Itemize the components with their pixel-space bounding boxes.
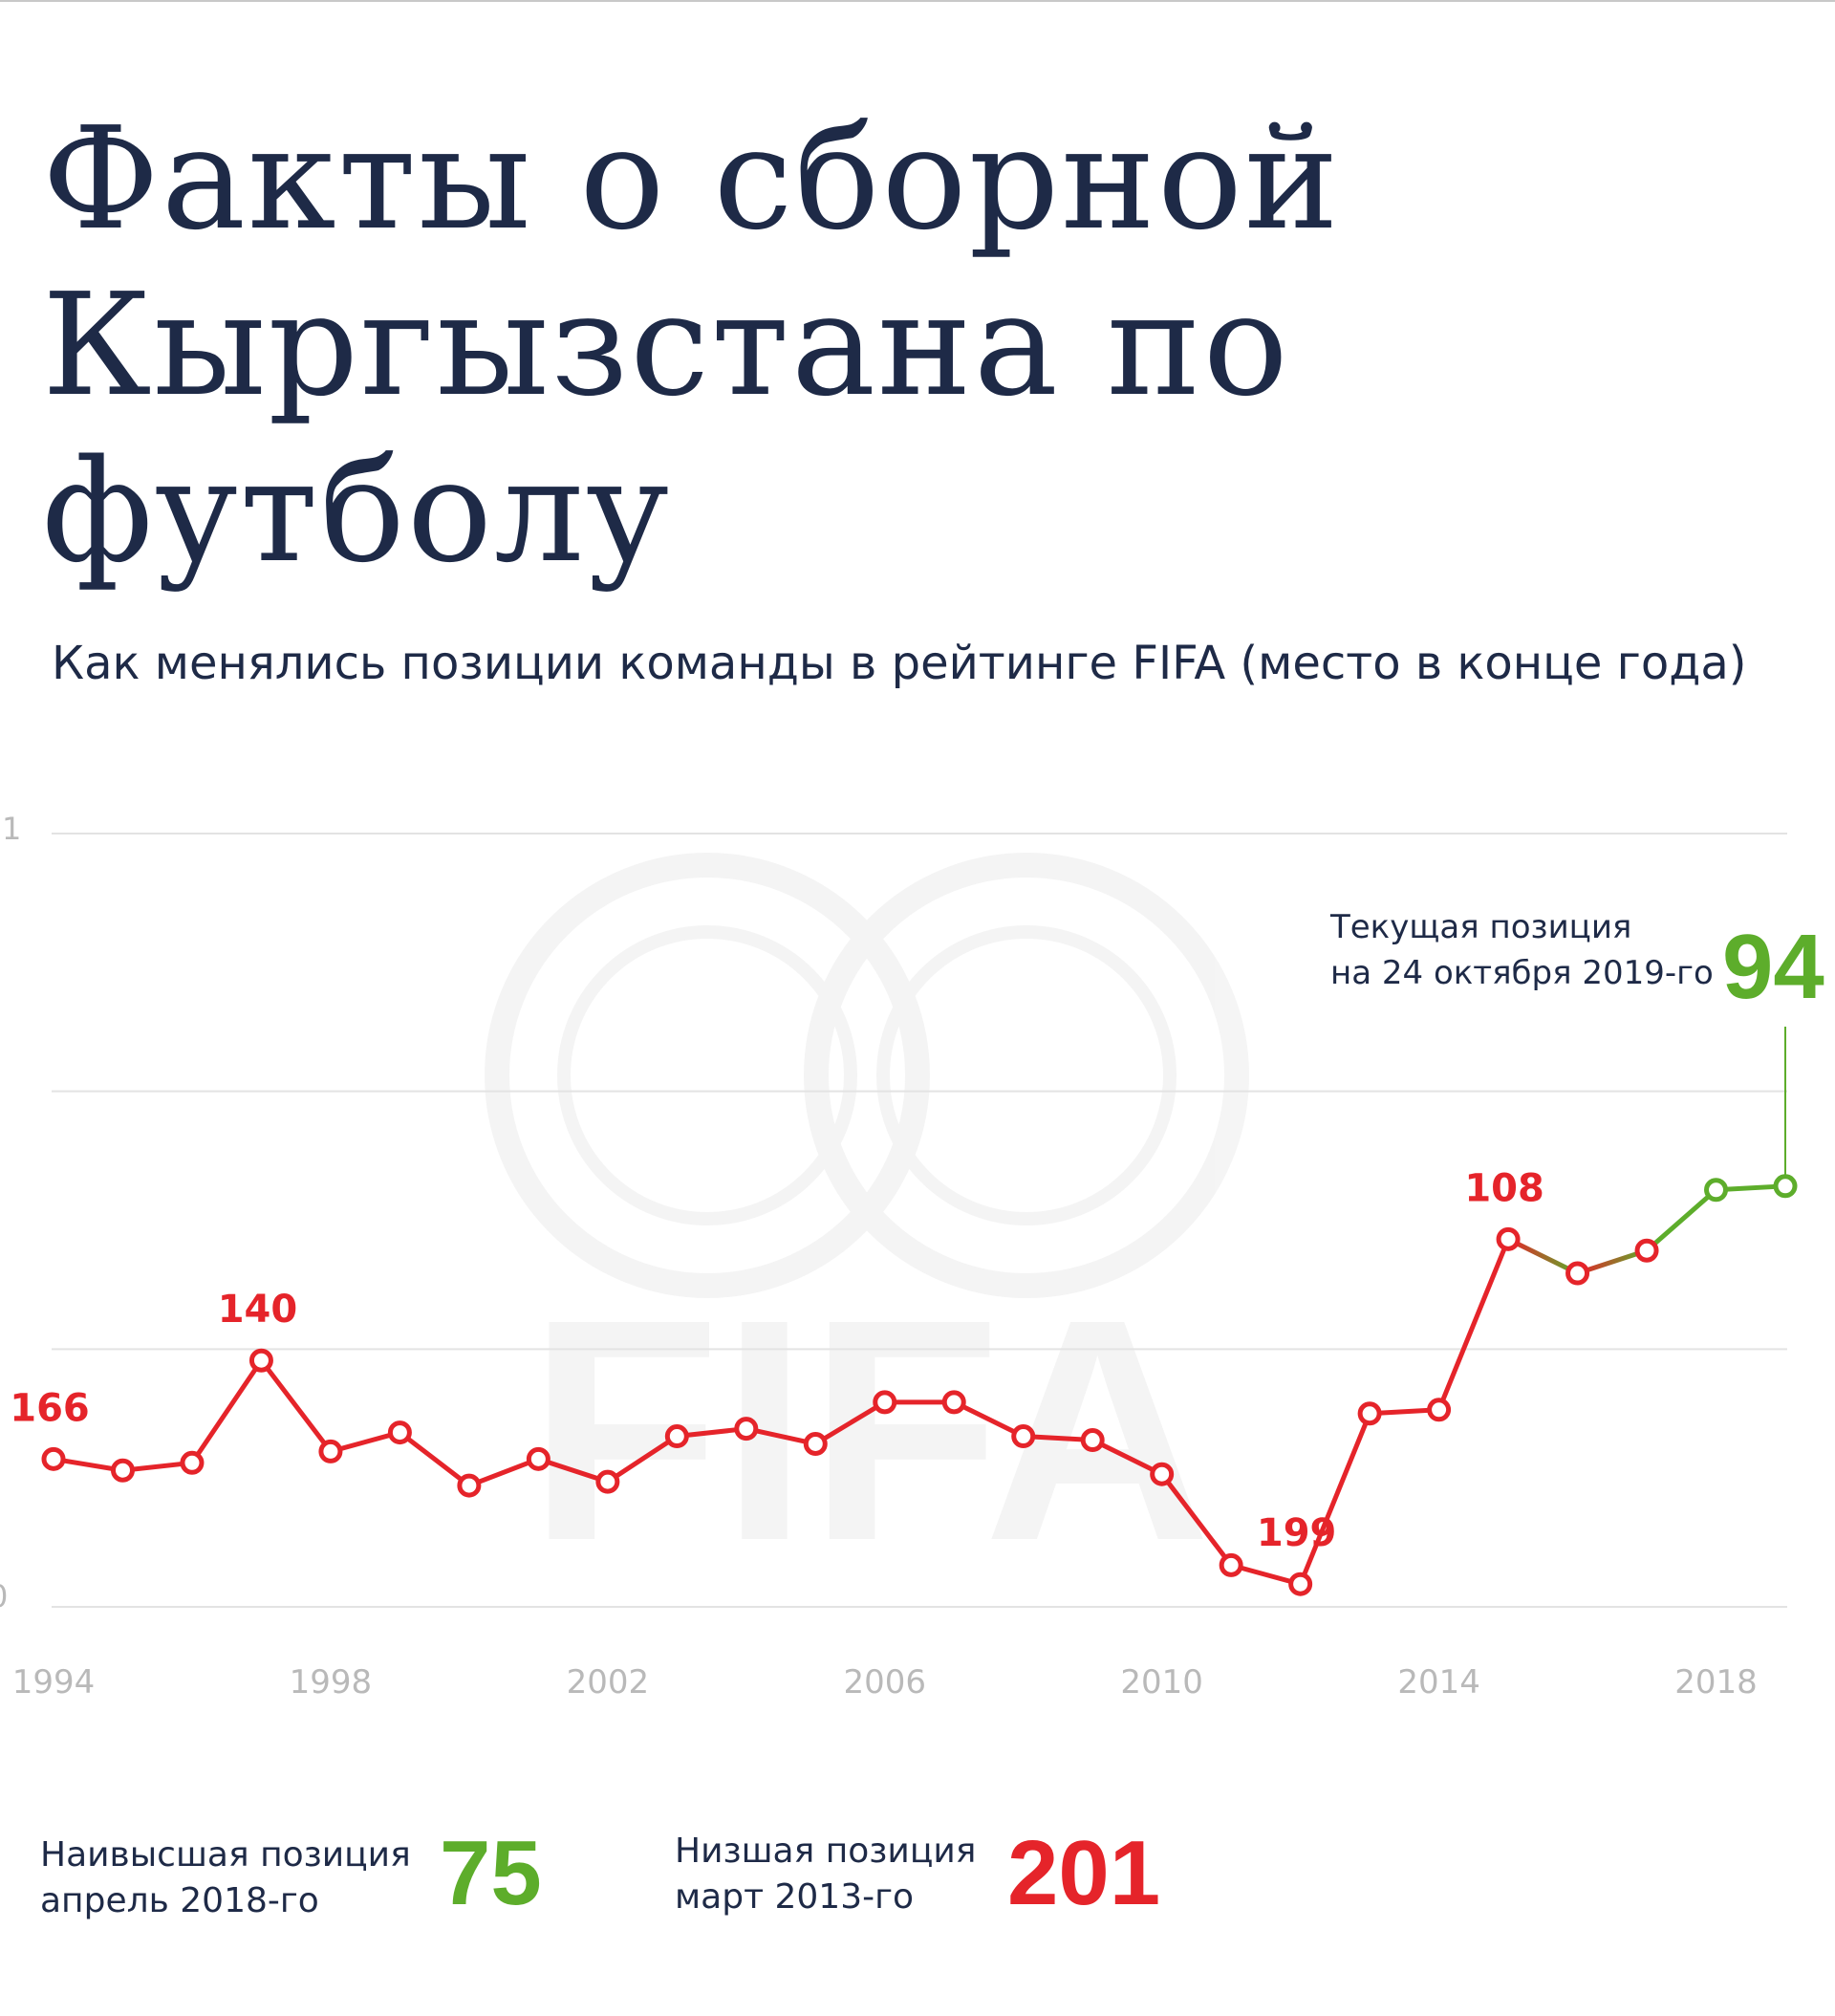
data-point — [457, 1473, 482, 1498]
lowest-position-value: 201 — [1007, 1822, 1161, 1924]
line-segment — [1644, 1187, 1719, 1253]
data-point — [1773, 1174, 1798, 1199]
current-position-callout: Текущая позиция на 24 октября 2019-го 94 — [1329, 908, 1824, 1018]
x-tick-label: 2010 — [1120, 1663, 1203, 1702]
value-labels: 166 140 199 108 — [10, 1166, 1544, 1555]
data-point — [41, 1446, 66, 1471]
x-tick-label: 2002 — [567, 1663, 650, 1702]
data-point — [1219, 1552, 1243, 1577]
highest-position-label: Наивысшая позиция апрель 2018-го — [40, 1832, 411, 1924]
line-segment — [328, 1430, 402, 1454]
line-segment — [466, 1456, 541, 1488]
lowest-position-label: Низшая позиция март 2013-го — [675, 1829, 976, 1920]
value-label: 199 — [1257, 1511, 1337, 1555]
y-tick-label-bottom: 0 — [0, 1578, 8, 1615]
value-label: 140 — [218, 1288, 298, 1332]
line-segment — [1575, 1247, 1650, 1276]
line-segment — [1228, 1562, 1304, 1587]
data-point — [248, 1348, 273, 1373]
page-title: Факты о сборной Кыргызстана по футболу — [42, 96, 1829, 595]
y-tick-label-top: 1 — [2, 811, 21, 847]
data-point — [526, 1446, 550, 1471]
x-axis-labels: 1994 1998 2002 2006 2010 2014 2018 — [12, 1663, 1758, 1702]
data-point — [1634, 1238, 1659, 1263]
current-label-line-1: Текущая позиция — [1329, 908, 1631, 946]
grid-lines — [52, 833, 1787, 1608]
x-tick-label: 2014 — [1397, 1663, 1480, 1702]
value-label: 166 — [10, 1386, 90, 1430]
watermark-text: FIFA — [529, 1253, 1212, 1606]
line-segment — [1436, 1236, 1511, 1413]
ranking-points — [41, 1174, 1798, 1596]
line-segment — [397, 1430, 472, 1488]
data-point — [1080, 1428, 1105, 1453]
line-segment — [258, 1357, 334, 1454]
line-segment — [189, 1357, 264, 1465]
current-label-line-2: на 24 октября 2019-го — [1330, 954, 1714, 992]
lowest-label-line-1: Низшая позиция — [675, 1832, 977, 1871]
data-point — [1565, 1261, 1590, 1286]
x-tick-label: 2006 — [843, 1663, 926, 1702]
value-label: 108 — [1464, 1166, 1544, 1210]
title-line-2: Кыргызстана по футболу — [42, 263, 1290, 594]
x-tick-label: 1994 — [12, 1663, 96, 1702]
title-line-1: Факты о сборной — [42, 97, 1341, 261]
line-segment — [605, 1434, 680, 1485]
line-segment — [1090, 1438, 1165, 1477]
line-segment — [1505, 1236, 1581, 1276]
highest-label-line-1: Наивысшая позиция — [40, 1835, 411, 1875]
data-point — [734, 1417, 759, 1442]
highest-label-line-2: апрель 2018-го — [40, 1881, 319, 1920]
data-point — [1357, 1401, 1382, 1426]
line-segment — [812, 1399, 888, 1446]
data-point — [110, 1458, 135, 1483]
data-point — [803, 1431, 828, 1456]
line-segment — [951, 1399, 1026, 1440]
fifa-ranking-chart: FIFA 1 0 1994 1998 2002 2006 2010 2014 2018 16… — [0, 811, 1824, 1702]
data-point — [1704, 1178, 1729, 1203]
data-point — [1288, 1572, 1313, 1596]
current-value: 94 — [1722, 916, 1824, 1018]
data-point — [318, 1439, 343, 1463]
highest-position-value: 75 — [440, 1822, 542, 1924]
top-rule — [0, 0, 1835, 2]
fifa-logo-watermark: FIFA — [485, 853, 1249, 1606]
data-point — [873, 1390, 897, 1415]
line-segment — [535, 1456, 611, 1485]
x-tick-label: 2018 — [1674, 1663, 1758, 1702]
data-point — [1011, 1424, 1036, 1449]
data-point — [595, 1469, 620, 1494]
data-point — [387, 1420, 412, 1445]
data-point — [1496, 1226, 1521, 1251]
x-tick-label: 1998 — [290, 1663, 373, 1702]
data-point — [941, 1390, 966, 1415]
lowest-label-line-2: март 2013-го — [675, 1877, 915, 1917]
line-segment — [1159, 1471, 1234, 1568]
line-segment — [1298, 1411, 1372, 1587]
data-point — [1150, 1462, 1175, 1486]
data-point — [664, 1424, 689, 1449]
data-point — [180, 1450, 205, 1475]
y-axis-labels: 1 0 — [0, 811, 21, 1615]
chart-subtitle: Как менялись позиции команды в рейтинге … — [52, 637, 1747, 690]
data-point — [1427, 1398, 1452, 1422]
